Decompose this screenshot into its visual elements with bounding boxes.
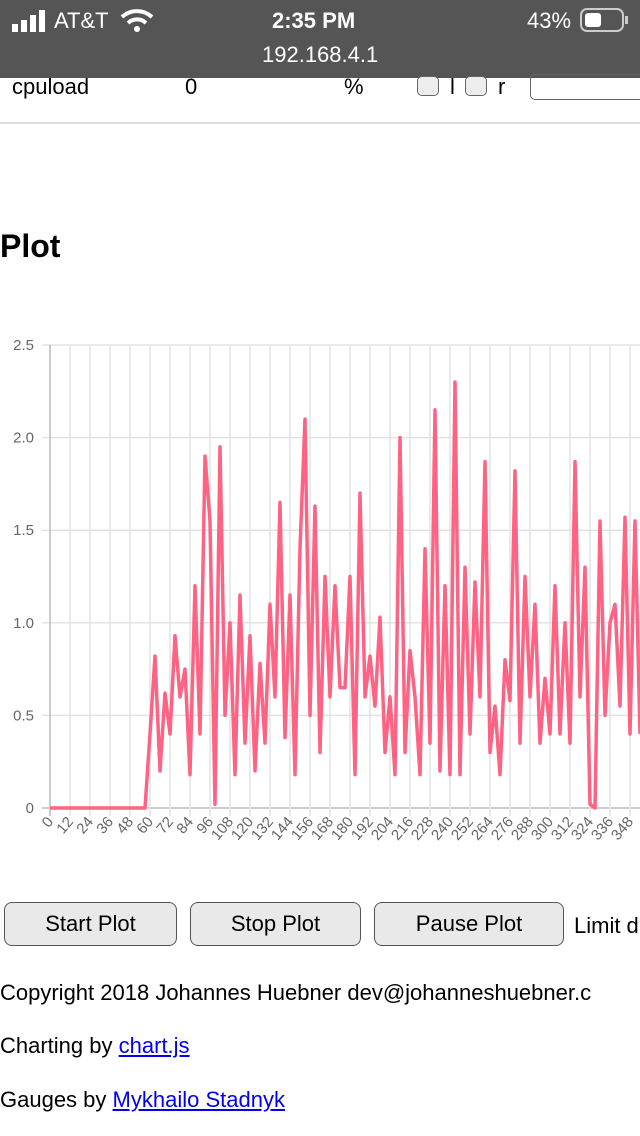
data-line: [50, 380, 640, 810]
text-input[interactable]: [530, 74, 640, 100]
button[interactable]: Start Plot: [4, 902, 177, 946]
row-name: cpuload: [12, 74, 90, 99]
link[interactable]: chart.js: [118, 1033, 190, 1058]
y-tick-label: 1.5: [13, 522, 34, 539]
url: 192.168.4.1: [262, 42, 379, 67]
time: 2:35 PM: [272, 8, 356, 33]
battery-icon: [580, 8, 628, 32]
button[interactable]: Stop Plot: [190, 902, 361, 946]
charting-credit: Charting by chart.js: [0, 1033, 190, 1059]
credit-text: Charting by: [0, 1033, 113, 1058]
heading: Plot: [0, 228, 61, 264]
copyright: Copyright 2018 Johannes Huebner dev@joha…: [0, 980, 592, 1005]
chart: 00.51.01.52.02.5012243648607284961081201…: [13, 337, 640, 844]
status-bar: AT&T 2:35 PM 192.168.4.1 43%: [0, 0, 640, 78]
battery-percent: 43%: [527, 8, 572, 33]
checkbox[interactable]: [465, 76, 487, 96]
checkbox[interactable]: [417, 76, 439, 96]
wifi-icon: [120, 9, 154, 32]
row-unit: %: [344, 74, 364, 99]
carrier: AT&T: [54, 8, 109, 33]
y-tick-label: 0.5: [13, 707, 34, 724]
limit-label: Limit d: [574, 913, 639, 938]
y-tick-label: 0: [26, 800, 34, 817]
row-value: 0: [185, 74, 198, 99]
x-tick-label: 348: [608, 814, 637, 844]
y-tick-label: 2.5: [13, 337, 34, 354]
button[interactable]: Pause Plot: [374, 902, 564, 946]
y-tick-label: 1.0: [13, 615, 34, 632]
checkbox-label: l: [450, 74, 455, 99]
credit-text: Gauges by: [0, 1087, 107, 1112]
signal-icon: [12, 10, 45, 32]
checkbox-label: r: [498, 74, 506, 99]
link[interactable]: Mykhailo Stadnyk: [112, 1087, 285, 1112]
divider: [0, 122, 640, 124]
gauges-credit: Gauges by Mykhailo Stadnyk: [0, 1087, 285, 1113]
y-tick-label: 2.0: [13, 430, 34, 447]
